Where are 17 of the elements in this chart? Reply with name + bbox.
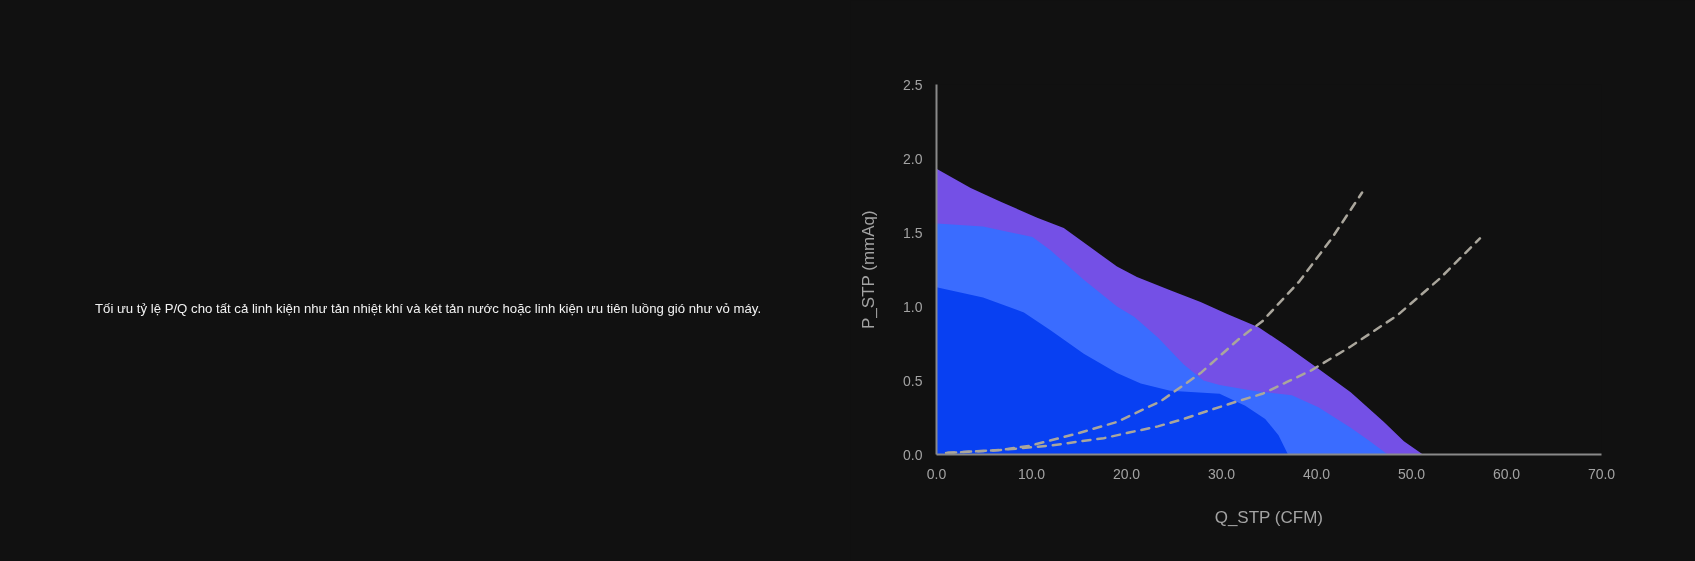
x-tick-label: 50.0 — [1397, 465, 1426, 482]
x-tick-label: 30.0 — [1207, 465, 1236, 482]
y-tick-label: 0.0 — [903, 446, 923, 463]
x-tick-label: 10.0 — [1017, 465, 1046, 482]
y-tick-label: 0.5 — [903, 372, 923, 389]
text: Tối ưu tỷ lệ P/Q cho tất cả linh kiện như tản nhiệt khí và két tản nước hoặc linh kiện ưu tiên luồng gió như vỏ máy. — [95, 300, 762, 317]
x-tick-label: 70.0 — [1587, 465, 1616, 482]
y-tick-label: 1.0 — [903, 298, 923, 315]
x-tick-label: 0.0 — [926, 465, 947, 482]
y-tick-label: 2.0 — [903, 150, 923, 167]
y-axis-title: P_STP (mmAq) — [859, 210, 879, 330]
y-tick-label: 1.5 — [903, 224, 923, 241]
x-tick-label: 20.0 — [1112, 465, 1141, 482]
x-tick-label: 40.0 — [1302, 465, 1331, 482]
y-tick-label: 2.5 — [903, 76, 923, 93]
x-tick-label: 60.0 — [1492, 465, 1521, 482]
x-axis-title: Q_STP (CFM) — [1214, 507, 1324, 527]
